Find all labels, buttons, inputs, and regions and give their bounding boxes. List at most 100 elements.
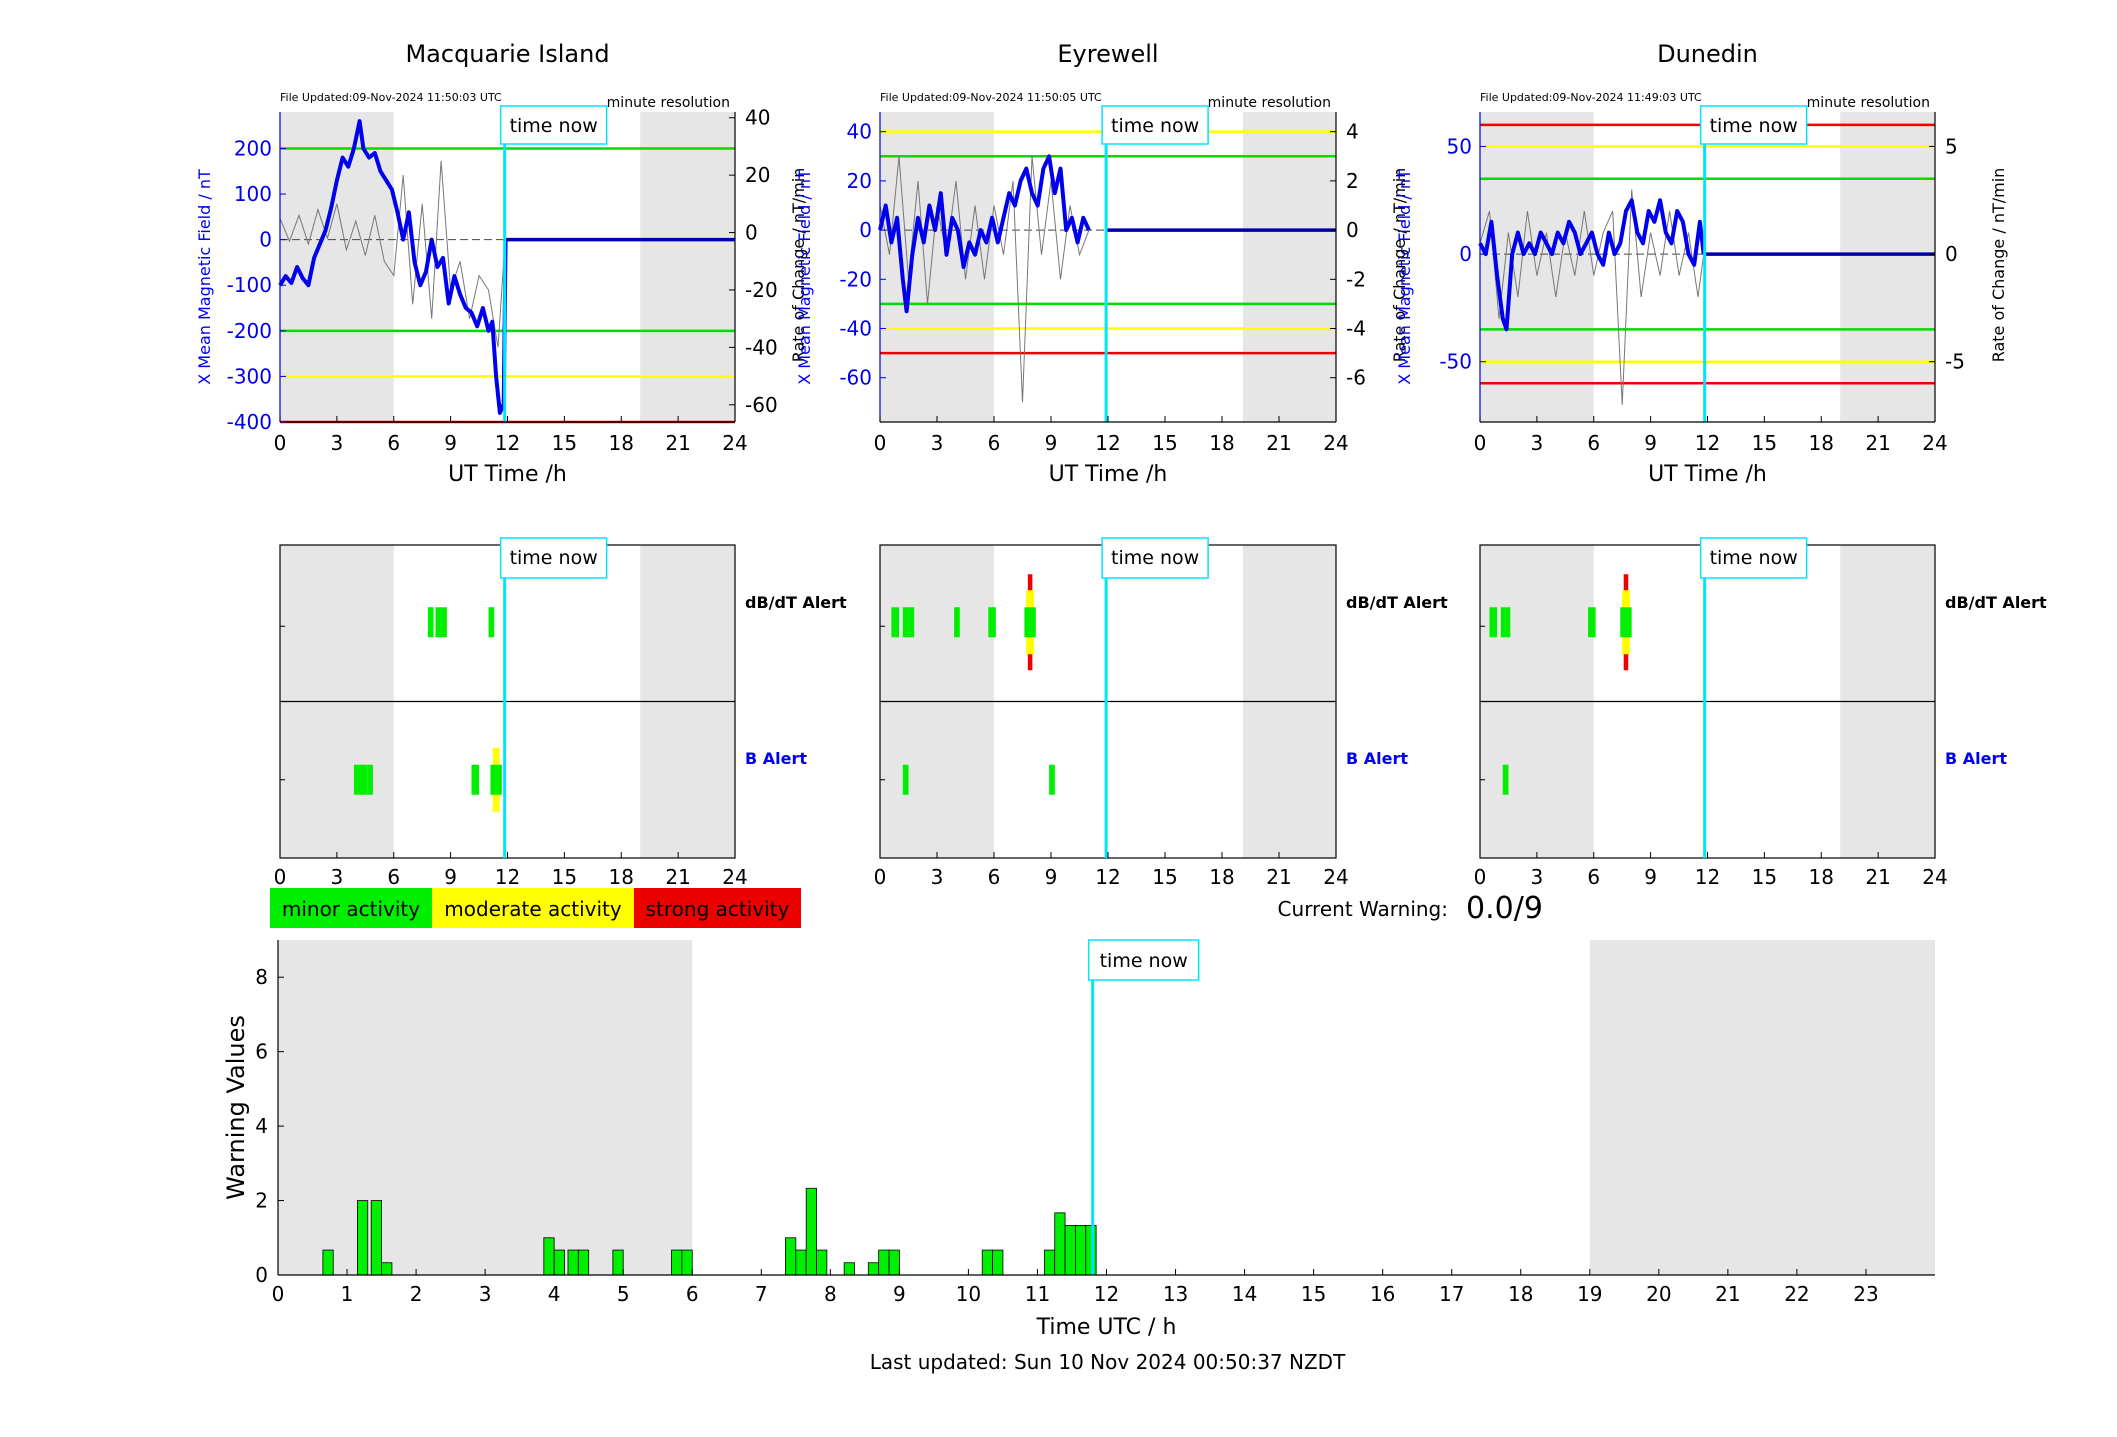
legend-swatch-0 (270, 888, 432, 928)
left-tick-label: -50 (1439, 350, 1472, 374)
b-alert-label: B Alert (1346, 749, 1408, 768)
warning-x-tick-label: 1 (341, 1282, 354, 1306)
bottom-tick-label: 24 (1922, 431, 1947, 455)
night-shade (880, 112, 994, 422)
left-tick-label: 0 (1459, 242, 1472, 266)
alert-x-tick-label: 21 (665, 865, 690, 889)
night-shade (1480, 112, 1594, 422)
station-2: Dunedin File Updated:09-Nov-2024 11:49:03… (1395, 40, 2047, 889)
warning-night-shade (1589, 940, 1935, 1275)
bottom-tick-label: 6 (387, 431, 400, 455)
warning-bar (577, 1249, 590, 1276)
rate-of-change-series (879, 156, 1090, 403)
bottom-tick-label: 15 (1752, 431, 1777, 455)
alert-x-tick-label: 15 (1152, 865, 1177, 889)
resolution-label: minute resolution (1208, 95, 1331, 111)
left-tick-label: -100 (227, 273, 272, 297)
alert-x-tick-label: 18 (1809, 865, 1834, 889)
last-updated-footer: Last updated: Sun 10 Nov 2024 00:50:37 N… (870, 1350, 1346, 1374)
alert-x-tick-label: 3 (931, 865, 944, 889)
left-tick-label: 0 (259, 228, 272, 252)
warning-x-tick-label: 16 (1370, 1282, 1395, 1306)
b-alert-bar-minor (367, 764, 373, 795)
alert-x-tick-label: 18 (609, 865, 634, 889)
warning-y-tick-label: 6 (255, 1040, 268, 1064)
warning-x-tick-label: 8 (824, 1282, 837, 1306)
warning-y-tick-label: 4 (255, 1114, 268, 1138)
left-tick-label: -400 (227, 410, 272, 434)
warning-x-tick-label: 0 (272, 1282, 285, 1306)
left-tick-label: -300 (227, 364, 272, 388)
file-updated-label: File Updated:09-Nov-2024 11:50:03 UTC (280, 91, 502, 104)
alert-x-tick-label: 24 (1922, 865, 1947, 889)
resolution-label: minute resolution (1807, 95, 1930, 111)
left-tick-label: 50 (1447, 134, 1472, 158)
right-tick-label: -60 (745, 393, 778, 417)
station-title: Dunedin (1657, 40, 1758, 68)
dbdt-alert-label: dB/dT Alert (1346, 593, 1448, 612)
dbdt-alert-bar-minor (1024, 607, 1036, 638)
warning-x-tick-label: 23 (1853, 1282, 1878, 1306)
b-alert-bar-minor (1049, 764, 1055, 795)
warning-x-tick-label: 12 (1094, 1282, 1119, 1306)
right-tick-label: -40 (745, 335, 778, 359)
alert-time-now-box (499, 537, 608, 579)
bottom-tick-label: 18 (609, 431, 634, 455)
x-axis-label: UT Time /h (448, 462, 567, 487)
warning-x-tick-label: 2 (410, 1282, 423, 1306)
warning-y-tick-label: 8 (255, 965, 268, 989)
right-tick-label: 40 (745, 106, 770, 130)
dbdt-alert-bar-minor (1489, 607, 1498, 638)
warning-bar (543, 1237, 555, 1276)
dbdt-alert-bar-minor (427, 607, 434, 638)
alert-x-tick-label: 15 (1752, 865, 1777, 889)
warning-x-tick-label: 18 (1508, 1282, 1533, 1306)
right-axis-label: Rate of Change / nT/min (1989, 168, 2008, 363)
bottom-tick-label: 21 (1865, 431, 1890, 455)
warning-time-now-box (1087, 939, 1200, 981)
bottom-tick-label: 24 (1323, 431, 1348, 455)
b-alert-bar-minor (353, 764, 368, 795)
time-now-label: time now (1111, 115, 1199, 137)
alert-x-tick-label: 12 (1695, 865, 1720, 889)
station-title: Eyrewell (1057, 40, 1158, 68)
b-alert-bar-minor (902, 764, 909, 795)
night-shade (640, 112, 735, 422)
alert-x-tick-label: 12 (1095, 865, 1120, 889)
bottom-tick-label: 3 (931, 431, 944, 455)
legend-label-0: minor activity (282, 897, 420, 921)
alert-x-tick-label: 9 (1045, 865, 1058, 889)
x-axis-label: UT Time /h (1049, 462, 1168, 487)
warning-y-tick-label: 2 (255, 1189, 268, 1213)
station-title: Macquarie Island (405, 40, 609, 68)
right-tick-label: 0 (745, 221, 758, 245)
dbdt-alert-bar-minor (954, 607, 960, 638)
bottom-tick-label: 0 (274, 431, 287, 455)
bottom-tick-label: 18 (1209, 431, 1234, 455)
warning-x-tick-label: 3 (479, 1282, 492, 1306)
alert-x-tick-label: 9 (1644, 865, 1657, 889)
right-tick-label: 0 (1945, 242, 1958, 266)
alert-x-tick-label: 0 (874, 865, 887, 889)
dbdt-alert-bar-minor (988, 607, 996, 638)
right-tick-label: 2 (1346, 169, 1359, 193)
right-tick-label: -2 (1346, 267, 1366, 291)
dbdt-alert-bar-minor (488, 607, 495, 638)
bottom-tick-label: 3 (1531, 431, 1544, 455)
time-now-label: time now (1710, 115, 1798, 137)
dbdt-alert-bar-minor (435, 607, 447, 638)
dbdt-alert-bar-minor (1588, 607, 1596, 638)
left-axis-label: X Mean Magnetic Field / nT (195, 169, 214, 385)
warning-x-tick-label: 19 (1577, 1282, 1602, 1306)
alert-time-now-box (1101, 537, 1209, 579)
magnetic-field-series (878, 154, 1091, 314)
warning-x-tick-label: 11 (1025, 1282, 1050, 1306)
warning-y-tick-label: 0 (255, 1263, 268, 1287)
file-updated-label: File Updated:09-Nov-2024 11:50:05 UTC (880, 91, 1102, 104)
bottom-tick-label: 15 (552, 431, 577, 455)
alert-x-tick-label: 15 (552, 865, 577, 889)
rate-of-change-series (279, 160, 507, 348)
warning-time-now-label: time now (1100, 950, 1188, 972)
bottom-tick-label: 0 (1474, 431, 1487, 455)
